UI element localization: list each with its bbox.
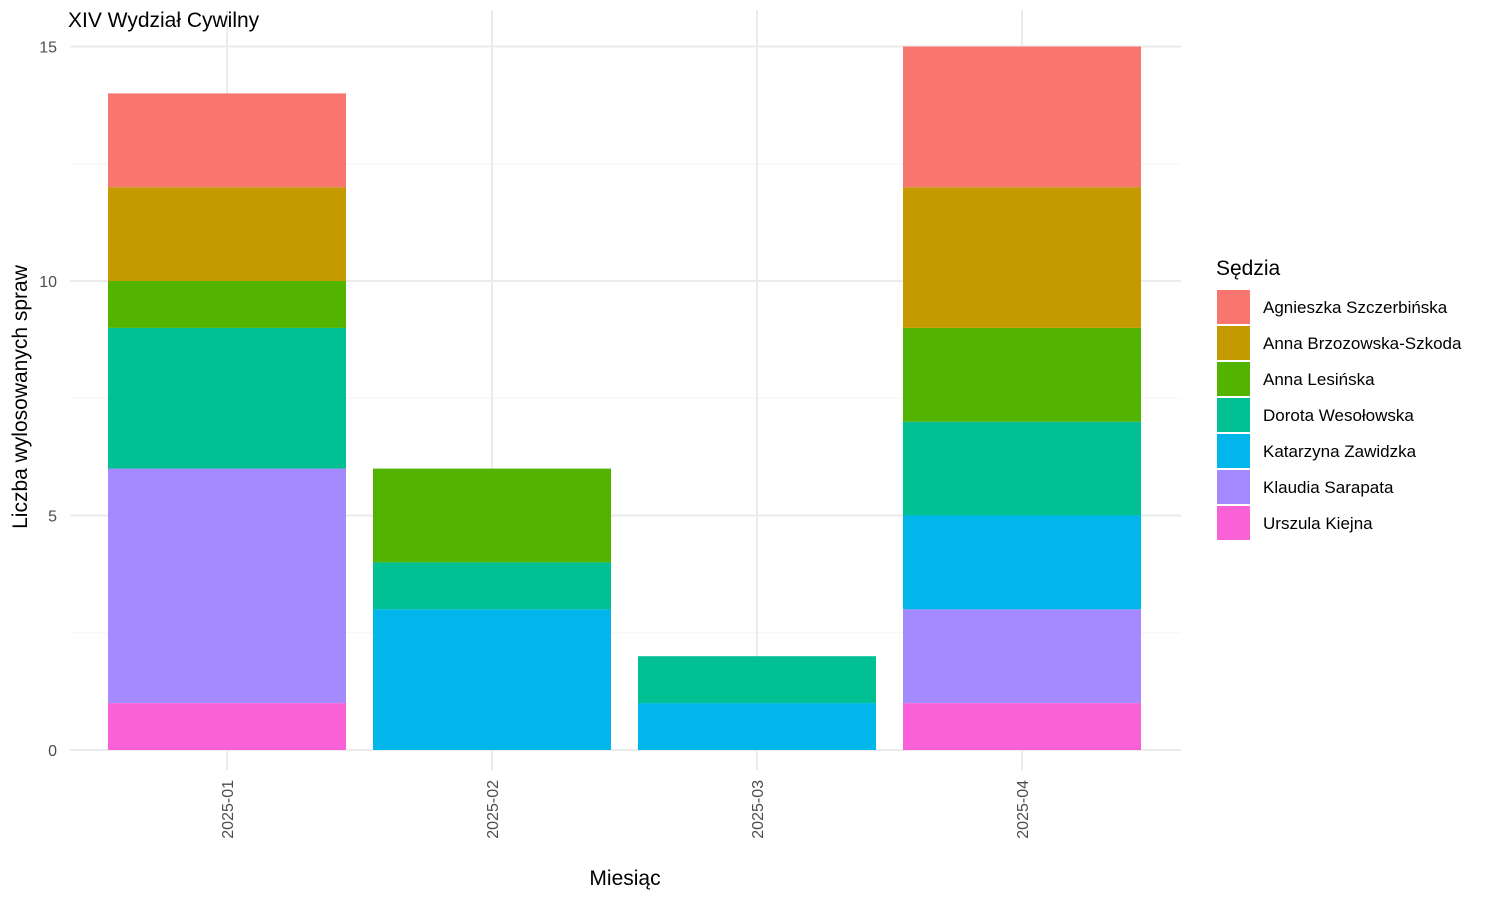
legend-swatch — [1217, 470, 1250, 504]
legend-swatch — [1217, 434, 1250, 468]
bar-segment — [638, 703, 876, 750]
y-tick-label: 5 — [48, 509, 57, 526]
bar-segment — [903, 515, 1141, 610]
legend-swatch — [1217, 290, 1250, 324]
x-tick-label: 2025-01 — [220, 780, 237, 839]
x-axis-ticks: 2025-01 2025-02 2025-03 2025-04 — [220, 780, 1032, 839]
x-tick-label: 2025-02 — [485, 780, 502, 839]
bar-segment — [903, 421, 1141, 516]
legend: Sędzia Agnieszka Szczerbińska Anna Brzozo… — [1216, 257, 1462, 540]
bar-segment — [108, 93, 346, 188]
legend-label: Anna Lesińska — [1263, 370, 1375, 389]
y-tick-label: 0 — [48, 743, 57, 760]
bars — [108, 46, 1141, 750]
legend-label: Agnieszka Szczerbińska — [1263, 298, 1448, 317]
legend-label: Dorota Wesołowska — [1263, 406, 1414, 425]
y-axis-ticks: 0 5 10 15 — [39, 40, 57, 761]
y-tick-label: 10 — [39, 274, 57, 291]
bar-segment — [903, 187, 1141, 328]
bar-segment — [108, 187, 346, 281]
bar-segment — [638, 656, 876, 704]
legend-swatch — [1217, 326, 1250, 360]
bar-segment — [903, 46, 1141, 188]
bar-segment — [373, 562, 611, 610]
bar-segment — [108, 703, 346, 750]
legend-title: Sędzia — [1216, 257, 1281, 280]
bar-segment — [373, 609, 611, 750]
legend-label: Katarzyna Zawidzka — [1263, 442, 1417, 461]
x-tick-label: 2025-04 — [1015, 780, 1032, 839]
bar-segment — [108, 327, 346, 469]
x-axis-title: Miesiąc — [589, 867, 660, 890]
bar-segment — [108, 468, 346, 704]
bar-segment — [903, 703, 1141, 750]
legend-swatch — [1217, 362, 1250, 396]
y-tick-label: 15 — [39, 40, 57, 57]
bar-segment — [373, 468, 611, 563]
legend-label: Anna Brzozowska-Szkoda — [1263, 334, 1462, 353]
legend-items: Agnieszka Szczerbińska Anna Brzozowska-Sz… — [1217, 290, 1462, 540]
legend-swatch — [1217, 506, 1250, 540]
bar-segment — [903, 609, 1141, 704]
chart-title: XIV Wydział Cywilny — [68, 9, 260, 32]
legend-swatch — [1217, 398, 1250, 432]
legend-label: Klaudia Sarapata — [1263, 478, 1394, 497]
y-axis-title: Liczba wylosowanych spraw — [9, 264, 32, 529]
legend-label: Urszula Kiejna — [1263, 514, 1373, 533]
bar-segment — [108, 281, 346, 328]
bar-segment — [903, 327, 1141, 422]
x-tick-label: 2025-03 — [750, 780, 767, 839]
